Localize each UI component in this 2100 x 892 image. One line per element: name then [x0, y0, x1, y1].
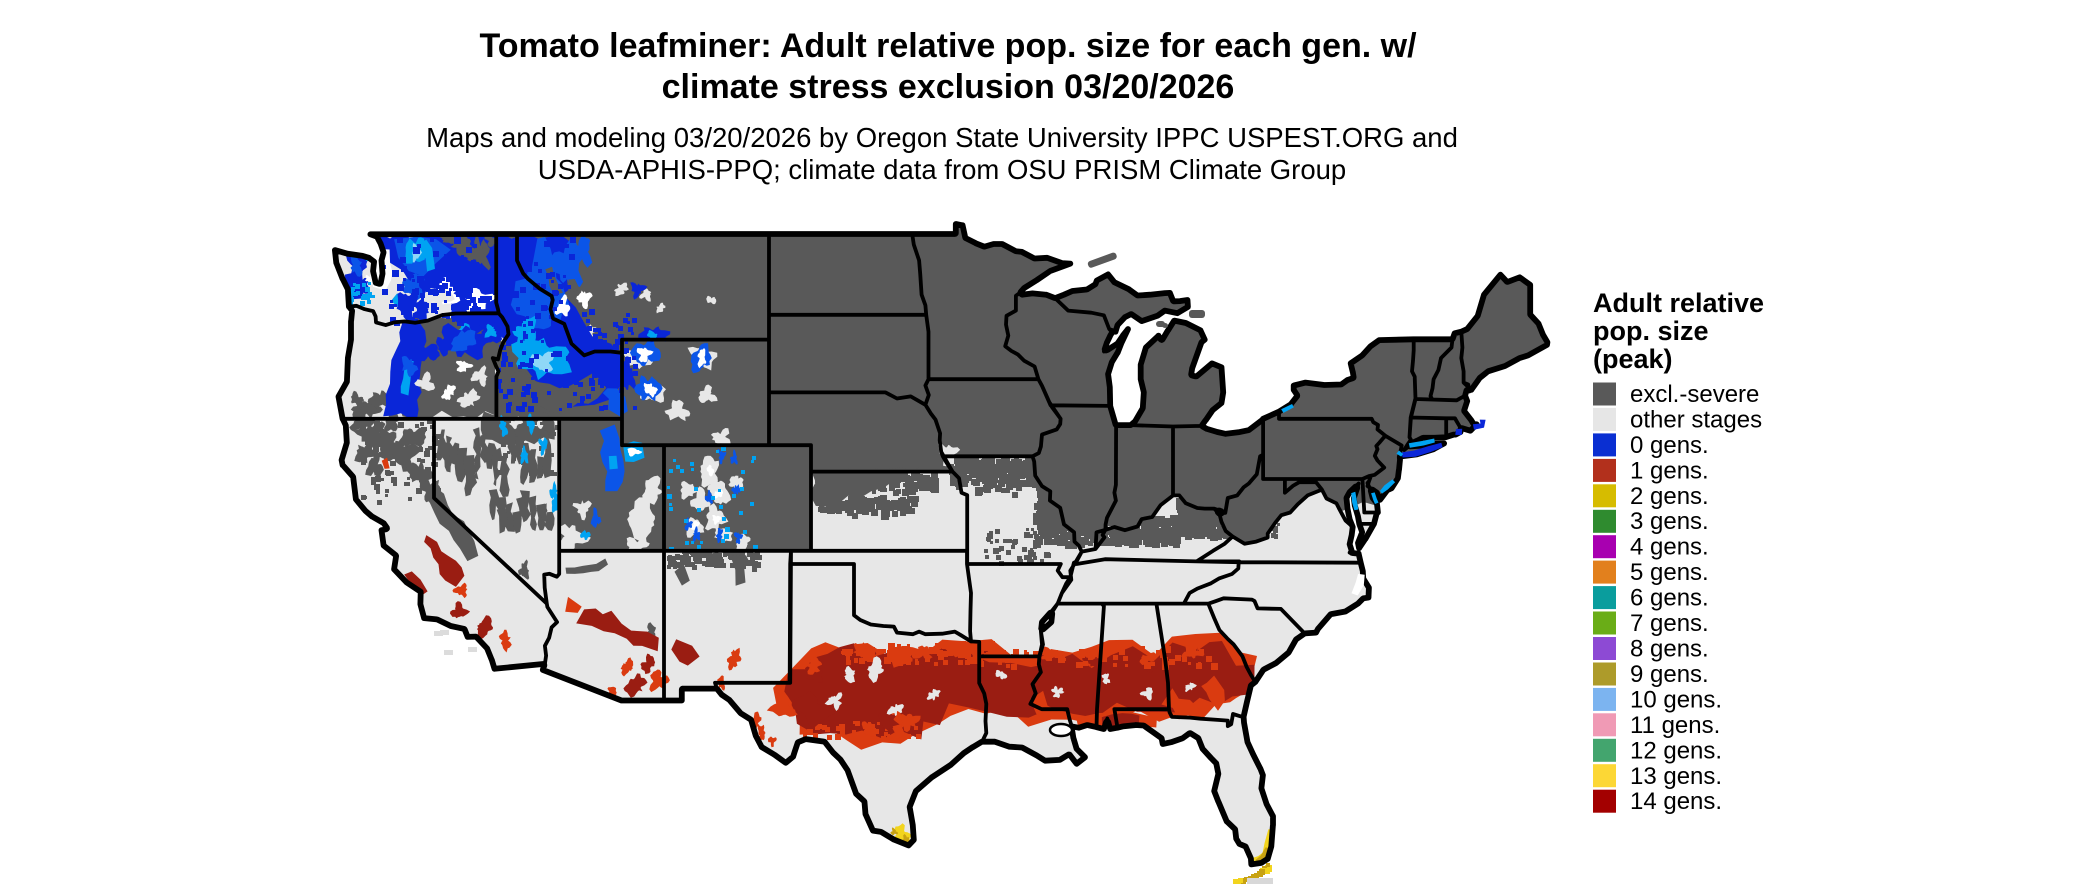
svg-text:Maps and modeling 03/20/2026 b: Maps and modeling 03/20/2026 by Oregon S…: [426, 122, 1458, 153]
svg-text:1 gens.: 1 gens.: [1630, 457, 1709, 484]
svg-text:Tomato leafminer: Adult relati: Tomato leafminer: Adult relative pop. si…: [479, 27, 1417, 65]
svg-text:(peak): (peak): [1593, 344, 1673, 374]
svg-text:2 gens.: 2 gens.: [1630, 483, 1709, 510]
svg-text:9 gens.: 9 gens.: [1630, 661, 1709, 688]
svg-text:10 gens.: 10 gens.: [1630, 686, 1722, 713]
svg-text:4 gens.: 4 gens.: [1630, 534, 1709, 561]
svg-text:3 gens.: 3 gens.: [1630, 508, 1709, 535]
svg-text:climate stress exclusion 03/20: climate stress exclusion 03/20/2026: [662, 68, 1235, 106]
svg-text:6 gens.: 6 gens.: [1630, 585, 1709, 612]
svg-text:7 gens.: 7 gens.: [1630, 610, 1709, 637]
svg-text:excl.-severe: excl.-severe: [1630, 381, 1759, 408]
svg-text:13 gens.: 13 gens.: [1630, 763, 1722, 790]
svg-text:pop. size: pop. size: [1593, 316, 1709, 346]
svg-text:8 gens.: 8 gens.: [1630, 636, 1709, 663]
svg-text:5 gens.: 5 gens.: [1630, 559, 1709, 586]
svg-text:0 gens.: 0 gens.: [1630, 432, 1709, 459]
svg-text:14 gens.: 14 gens.: [1630, 788, 1722, 815]
svg-text:12 gens.: 12 gens.: [1630, 737, 1722, 764]
svg-text:other stages: other stages: [1630, 406, 1762, 433]
svg-text:Adult relative: Adult relative: [1593, 288, 1764, 318]
svg-text:USDA-APHIS-PPQ; climate data f: USDA-APHIS-PPQ; climate data from OSU PR…: [538, 154, 1346, 185]
svg-text:11 gens.: 11 gens.: [1630, 712, 1720, 739]
